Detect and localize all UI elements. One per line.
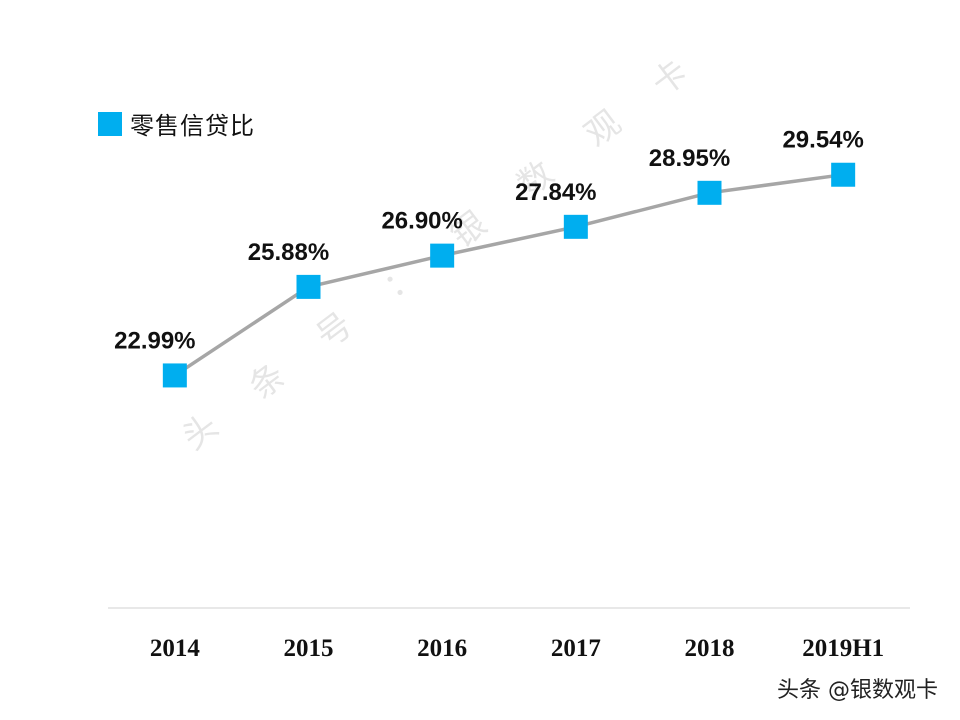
x-tick-label: 2016 xyxy=(417,635,467,662)
x-tick-label: 2015 xyxy=(284,635,334,662)
data-point-marker xyxy=(831,162,856,187)
legend: 零售信贷比 xyxy=(98,106,255,141)
data-point-marker xyxy=(430,243,455,268)
data-point-marker xyxy=(296,274,321,299)
x-tick-label: 2014 xyxy=(150,635,201,662)
x-tick-label: 2018 xyxy=(685,635,735,662)
data-label: 26.90% xyxy=(381,208,462,235)
data-point-marker xyxy=(162,363,187,388)
data-label: 27.84% xyxy=(515,179,596,206)
data-label: 28.95% xyxy=(649,145,730,172)
data-label: 25.88% xyxy=(248,239,329,266)
legend-label: 零售信贷比 xyxy=(130,112,255,140)
x-tick-label: 2019H1 xyxy=(802,635,884,662)
data-label: 29.54% xyxy=(782,127,863,154)
data-point-marker xyxy=(697,180,722,205)
data-point-marker xyxy=(563,214,588,239)
data-label: 22.99% xyxy=(114,327,195,354)
legend-swatch xyxy=(98,111,122,136)
watermark-footer: 头条 @银数观卡 xyxy=(777,678,938,703)
x-tick-label: 2017 xyxy=(551,635,601,662)
series-line xyxy=(173,172,844,377)
